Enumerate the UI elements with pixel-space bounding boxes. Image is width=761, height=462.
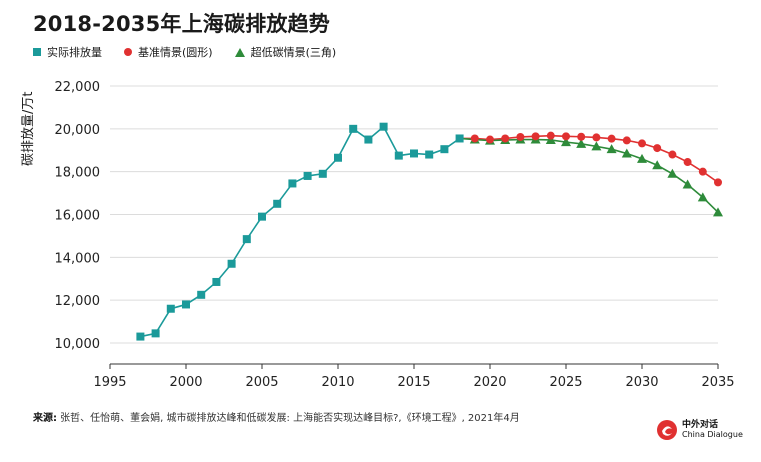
data-point-actual — [242, 235, 251, 244]
data-point-baseline — [622, 136, 631, 145]
x-tick-label: 2030 — [625, 375, 658, 390]
data-point-actual — [379, 122, 388, 131]
series-line-baseline — [459, 134, 719, 184]
x-tick-label: 2015 — [397, 375, 430, 390]
data-point-baseline — [501, 134, 510, 143]
series-line-low-carbon — [459, 137, 719, 213]
data-point-baseline — [470, 134, 479, 143]
data-point-baseline — [698, 167, 707, 176]
data-point-actual — [227, 259, 236, 268]
data-point-actual — [212, 277, 221, 286]
data-point-actual — [334, 153, 342, 162]
x-tick-label: 1995 — [93, 375, 126, 390]
china-dialogue-logo-icon — [657, 420, 677, 440]
legend-label-baseline: 基准情景(圆形) — [138, 46, 213, 59]
data-point-low-carbon — [561, 137, 571, 147]
legend: 实际排放量 基准情景(圆形) 超低碳情景(三角) — [33, 44, 336, 60]
triangle-marker-icon — [234, 47, 245, 57]
data-point-baseline — [714, 178, 722, 187]
data-point-baseline — [607, 134, 616, 143]
series-line-actual — [140, 125, 461, 338]
data-point-actual — [364, 135, 373, 144]
chart-title: 2018-2035年上海碳排放趋势 — [33, 12, 331, 36]
data-point-actual — [182, 300, 190, 309]
data-point-baseline — [562, 132, 570, 141]
data-point-actual — [410, 149, 418, 158]
legend-label-low-carbon: 超低碳情景(三角) — [250, 46, 337, 59]
data-point-actual — [303, 171, 312, 180]
y-tick-label: 12,000 — [55, 294, 101, 309]
y-tick-label: 18,000 — [55, 166, 101, 181]
data-point-low-carbon — [576, 138, 587, 148]
logo-text-en: China Dialogue — [682, 430, 743, 439]
x-tick-label: 2020 — [473, 375, 506, 390]
legend-item-low-carbon: 超低碳情景(三角) — [234, 44, 337, 60]
x-tick-label: 2005 — [245, 375, 278, 390]
square-marker-icon — [33, 48, 41, 56]
data-point-actual — [394, 151, 403, 160]
data-point-baseline — [668, 150, 677, 159]
data-point-low-carbon — [591, 141, 602, 151]
data-point-low-carbon — [621, 148, 632, 158]
data-point-baseline — [531, 132, 540, 141]
data-point-actual — [349, 124, 358, 133]
data-point-baseline — [653, 144, 662, 153]
legend-item-baseline: 基准情景(圆形) — [124, 44, 213, 60]
data-point-actual — [455, 134, 464, 143]
source-label: 来源: — [33, 413, 57, 424]
circle-marker-icon — [124, 48, 132, 56]
data-point-actual — [318, 169, 327, 178]
data-point-actual — [288, 179, 297, 188]
data-point-baseline — [638, 139, 646, 148]
legend-item-actual: 实际排放量 — [33, 44, 102, 60]
data-point-actual — [136, 332, 145, 341]
data-point-low-carbon — [606, 144, 617, 154]
y-tick-label: 16,000 — [55, 209, 101, 224]
data-point-baseline — [516, 132, 525, 141]
data-point-actual — [425, 150, 434, 159]
emissions-chart: 10,000 12,000 14,000 16,000 18,000 20,000 22,0… — [55, 80, 735, 390]
data-point-low-carbon — [682, 179, 693, 189]
x-tick-label: 2010 — [321, 375, 354, 390]
data-point-baseline — [683, 158, 692, 167]
data-point-actual — [151, 329, 160, 338]
legend-label-actual: 实际排放量 — [47, 46, 102, 59]
y-tick-label: 14,000 — [55, 251, 101, 266]
y-tick-label: 10,000 — [55, 337, 101, 352]
data-point-actual — [166, 304, 175, 313]
data-point-actual — [273, 199, 282, 208]
x-tick-label: 2000 — [169, 375, 202, 390]
x-tick-label: 2035 — [701, 375, 734, 390]
data-point-baseline — [577, 132, 586, 141]
data-point-low-carbon — [637, 153, 647, 163]
data-point-baseline — [486, 135, 494, 144]
data-point-low-carbon — [713, 207, 723, 217]
source-text: 张哲、任怡萌、董会娟, 城市碳排放达峰和低碳发展: 上海能否实现达峰目标?,《环… — [57, 413, 520, 424]
china-dialogue-logo: 中外对话 China Dialogue — [656, 419, 743, 441]
data-point-baseline — [592, 133, 601, 142]
x-tick-label: 2025 — [549, 375, 582, 390]
y-tick-label: 20,000 — [55, 123, 101, 138]
data-point-actual — [258, 212, 266, 221]
data-point-actual — [440, 145, 449, 154]
data-point-baseline — [546, 131, 555, 140]
data-point-low-carbon — [697, 192, 708, 202]
y-axis-label: 碳排放量/万t — [21, 91, 36, 166]
data-point-low-carbon — [652, 160, 663, 170]
data-point-actual — [197, 290, 206, 299]
logo-text-cn: 中外对话 — [682, 420, 719, 430]
source-note: 来源: 张哲、任怡萌、董会娟, 城市碳排放达峰和低碳发展: 上海能否实现达峰目标… — [33, 409, 520, 424]
y-tick-label: 22,000 — [55, 80, 101, 95]
data-point-low-carbon — [667, 168, 678, 178]
